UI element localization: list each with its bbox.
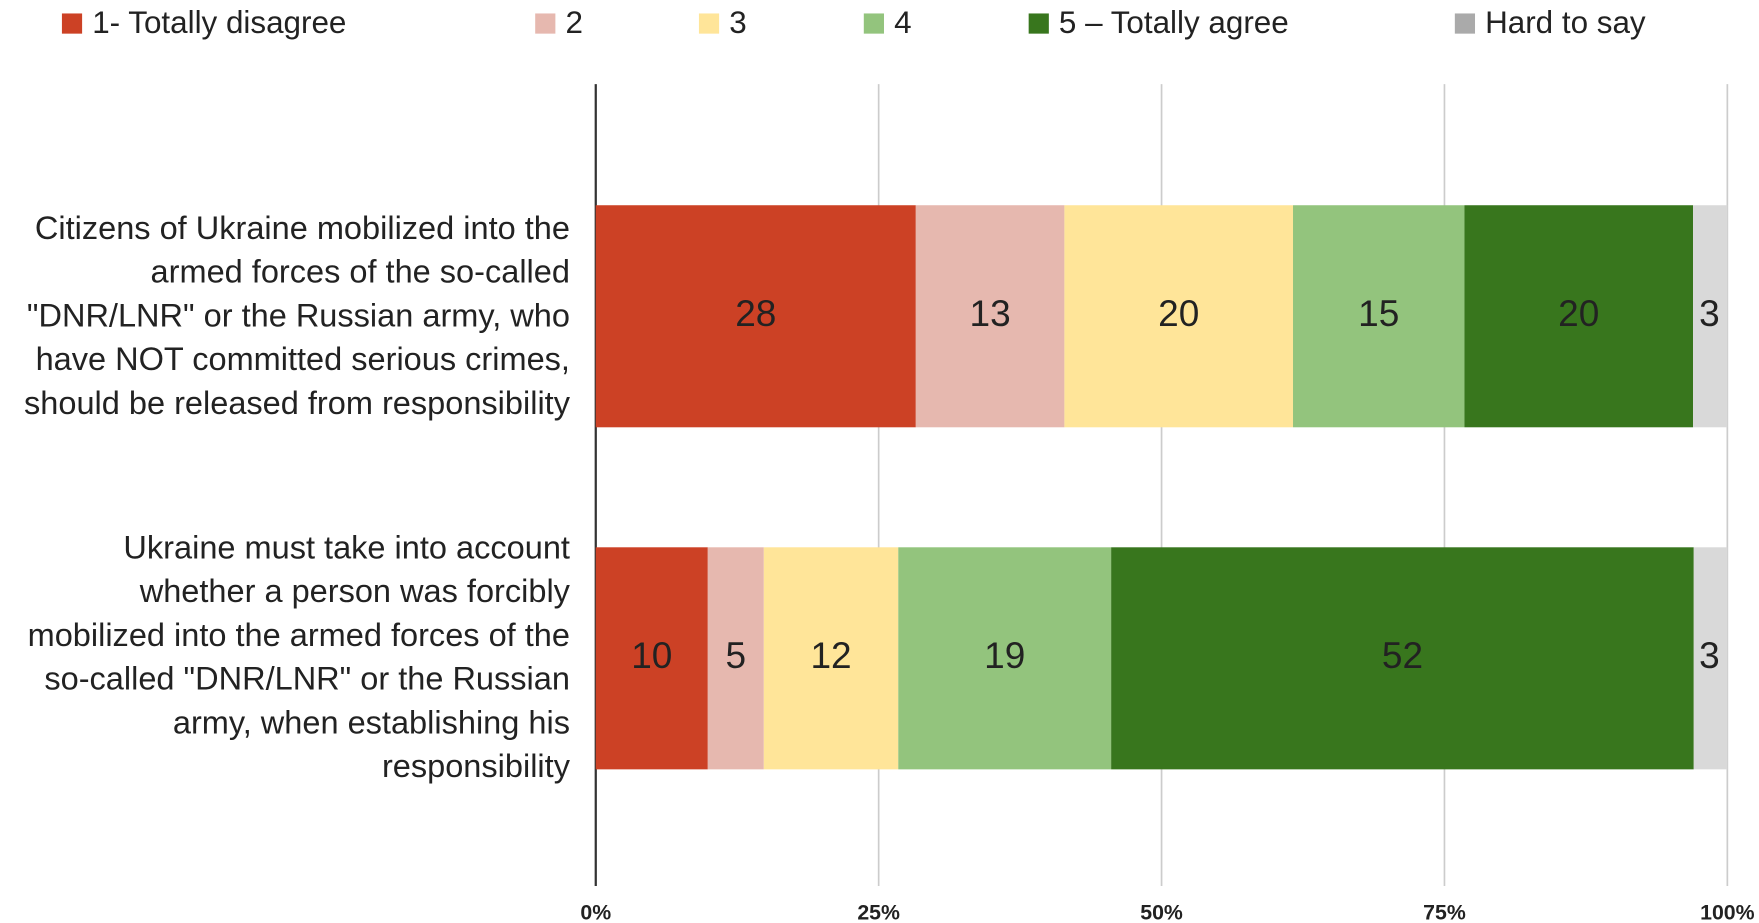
legend-marker [1028, 13, 1049, 34]
data-label: 19 [984, 635, 1025, 676]
legend-label: 2 [565, 5, 582, 40]
x-tick-label: 50% [1140, 901, 1183, 923]
bar-segment [763, 547, 899, 770]
legend-marker [698, 13, 720, 34]
category-label-box: Ukraine must take into account whether a… [27, 530, 570, 786]
bar-segment [1111, 547, 1694, 770]
data-label: 20 [1558, 293, 1599, 334]
category-label-box: Citizens of Ukraine mobilized into the a… [24, 210, 570, 422]
category-label: Ukraine must take into account whether a… [27, 530, 570, 786]
data-label: 12 [810, 635, 851, 676]
data-label: 3 [1699, 293, 1720, 334]
legend-label: 3 [729, 5, 746, 40]
data-label: 20 [1158, 293, 1199, 334]
x-tick-label: 75% [1423, 901, 1466, 923]
data-label: 10 [631, 635, 672, 676]
bar-segment [1464, 205, 1694, 428]
legend-label: 1- Totally disagree [92, 5, 346, 40]
bar-segment [1293, 205, 1465, 428]
legend-label: Hard to say [1485, 5, 1646, 40]
bar-segment [915, 205, 1065, 428]
data-label: 28 [735, 293, 776, 334]
legend-marker [1454, 13, 1476, 34]
x-tick-label: 100% [1700, 901, 1755, 923]
bar-segment [1064, 205, 1294, 428]
legend-label: 5 – Totally agree [1059, 5, 1289, 40]
data-label: 13 [970, 293, 1011, 334]
data-label: 52 [1382, 635, 1423, 676]
bar-segment [707, 547, 764, 770]
bar-segment [595, 205, 916, 428]
legend-marker [535, 13, 556, 34]
x-tick-label: 25% [857, 901, 900, 923]
bar-segment [595, 547, 708, 770]
data-label: 5 [726, 635, 747, 676]
bar-segment [1693, 205, 1728, 428]
legend-marker [61, 13, 83, 34]
legend-marker [863, 13, 884, 34]
data-label: 15 [1358, 293, 1399, 334]
bar-segment [1693, 547, 1728, 770]
category-label: Citizens of Ukraine mobilized into the a… [24, 210, 570, 422]
data-label: 3 [1699, 635, 1720, 676]
bar-segment [898, 547, 1112, 770]
legend-label: 4 [894, 5, 911, 40]
x-tick-label: 0% [580, 901, 611, 923]
